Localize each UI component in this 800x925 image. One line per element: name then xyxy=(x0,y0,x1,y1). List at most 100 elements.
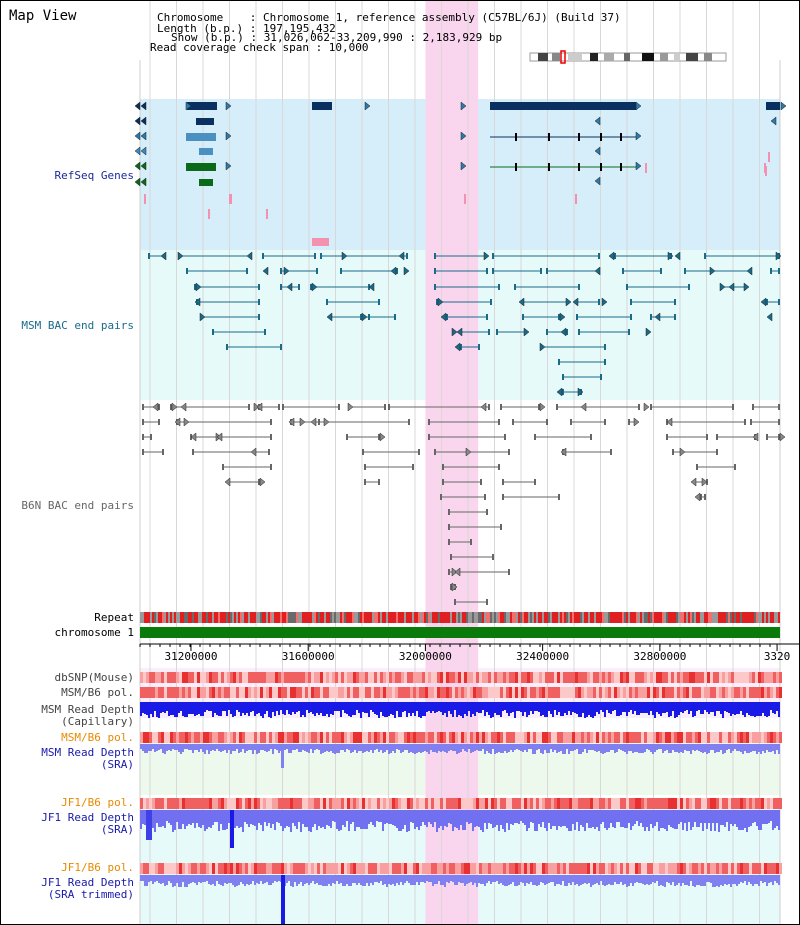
bac-end[interactable] xyxy=(170,404,172,410)
bac-end[interactable] xyxy=(688,284,690,290)
bac-end[interactable] xyxy=(162,449,164,455)
bac-end[interactable] xyxy=(340,268,342,274)
bac-end[interactable] xyxy=(540,268,542,274)
bac-end[interactable] xyxy=(650,404,652,410)
bac-end[interactable] xyxy=(378,434,380,440)
bac-end[interactable] xyxy=(446,314,448,320)
bac-end[interactable] xyxy=(428,419,430,425)
track-label-jf1-b6-pol-2[interactable]: JF1/B6 pol. xyxy=(61,861,134,874)
bac-end[interactable] xyxy=(434,268,436,274)
bac-end[interactable] xyxy=(316,268,318,274)
bac-end[interactable] xyxy=(562,389,564,395)
bac-end[interactable] xyxy=(502,494,504,500)
bac-end[interactable] xyxy=(298,284,300,290)
bac-end[interactable] xyxy=(436,299,438,305)
bac-end[interactable] xyxy=(498,419,500,425)
bac-end[interactable] xyxy=(500,524,502,530)
track-label-jf1-depth-sra[interactable]: JF1 Read Depth xyxy=(41,811,134,824)
bac-end[interactable] xyxy=(314,253,316,259)
track-label-chromosome[interactable]: chromosome 1 xyxy=(54,626,134,639)
bac-end[interactable] xyxy=(150,434,152,440)
bac-end[interactable] xyxy=(408,419,410,425)
bac-end[interactable] xyxy=(700,494,702,500)
bac-end[interactable] xyxy=(270,464,272,470)
bac-end[interactable] xyxy=(590,434,592,440)
bac-end[interactable] xyxy=(492,253,494,259)
bac-end[interactable] xyxy=(450,554,452,560)
ideogram-position-marker[interactable] xyxy=(560,50,566,64)
bac-end[interactable] xyxy=(744,419,746,425)
bac-end[interactable] xyxy=(158,419,160,425)
bac-end[interactable] xyxy=(278,404,280,410)
track-label-b6n-bac[interactable]: B6N BAC end pairs xyxy=(21,499,134,512)
bac-end[interactable] xyxy=(508,569,510,575)
bac-end[interactable] xyxy=(378,479,380,485)
bac-end[interactable] xyxy=(570,419,572,425)
bac-end[interactable] xyxy=(258,299,260,305)
bac-end[interactable] xyxy=(338,404,340,410)
bac-end[interactable] xyxy=(212,329,214,335)
bac-end[interactable] xyxy=(546,329,548,335)
track-label-refseq[interactable]: RefSeq Genes xyxy=(54,169,134,182)
bac-end[interactable] xyxy=(622,268,624,274)
bac-end[interactable] xyxy=(492,268,494,274)
bac-end[interactable] xyxy=(558,494,560,500)
bac-end[interactable] xyxy=(512,419,514,425)
bac-end[interactable] xyxy=(576,314,578,320)
bac-end[interactable] xyxy=(186,268,188,274)
bac-end[interactable] xyxy=(558,314,560,320)
bac-end[interactable] xyxy=(766,434,768,440)
bac-end[interactable] xyxy=(498,284,500,290)
bac-end[interactable] xyxy=(384,404,386,410)
bac-end[interactable] xyxy=(470,539,472,545)
bac-end[interactable] xyxy=(504,434,506,440)
bac-end[interactable] xyxy=(264,329,266,335)
bac-end[interactable] xyxy=(534,434,536,440)
bac-end[interactable] xyxy=(556,404,558,410)
bac-end[interactable] xyxy=(778,419,780,425)
bac-end[interactable] xyxy=(638,404,640,410)
bac-end[interactable] xyxy=(270,434,272,440)
bac-end[interactable] xyxy=(428,434,430,440)
track-label-dbsnp[interactable]: dbSNP(Mouse) xyxy=(54,671,134,684)
chromosome-bar[interactable] xyxy=(140,627,780,638)
bac-end[interactable] xyxy=(538,404,540,410)
bac-end[interactable] xyxy=(514,284,516,290)
bac-end[interactable] xyxy=(558,359,560,365)
track-label-repeat[interactable]: Repeat xyxy=(94,611,134,624)
bac-end[interactable] xyxy=(448,539,450,545)
bac-end[interactable] xyxy=(142,434,144,440)
refseq-gene[interactable] xyxy=(199,148,213,155)
bac-end[interactable] xyxy=(318,419,320,425)
bac-end[interactable] xyxy=(394,314,396,320)
bac-end[interactable] xyxy=(320,253,322,259)
bac-end[interactable] xyxy=(448,509,450,515)
bac-end[interactable] xyxy=(406,253,408,259)
bac-end[interactable] xyxy=(310,284,312,290)
bac-end[interactable] xyxy=(666,434,668,440)
bac-end[interactable] xyxy=(478,344,480,350)
bac-end[interactable] xyxy=(600,374,602,380)
bac-end[interactable] xyxy=(628,419,630,425)
bac-end[interactable] xyxy=(778,299,780,305)
track-label-jf1-b6-pol-1[interactable]: JF1/B6 pol. xyxy=(61,796,134,809)
bac-end[interactable] xyxy=(614,253,616,259)
bac-end[interactable] xyxy=(650,314,652,320)
bac-end[interactable] xyxy=(778,268,780,274)
bac-end[interactable] xyxy=(226,344,228,350)
bac-end[interactable] xyxy=(194,284,196,290)
bac-end[interactable] xyxy=(716,434,718,440)
bac-end[interactable] xyxy=(258,479,260,485)
bac-end[interactable] xyxy=(630,299,632,305)
bac-end[interactable] xyxy=(270,419,272,425)
bac-end[interactable] xyxy=(766,299,768,305)
track-label-msm-depth-cap[interactable]: MSM Read Depth xyxy=(41,703,134,716)
bac-end[interactable] xyxy=(280,284,282,290)
bac-end[interactable] xyxy=(192,449,194,455)
bac-end[interactable] xyxy=(246,268,248,274)
bac-end[interactable] xyxy=(500,404,502,410)
bac-end[interactable] xyxy=(454,599,456,605)
bac-end[interactable] xyxy=(628,329,630,335)
bac-end[interactable] xyxy=(488,329,490,335)
bac-end[interactable] xyxy=(598,299,600,305)
